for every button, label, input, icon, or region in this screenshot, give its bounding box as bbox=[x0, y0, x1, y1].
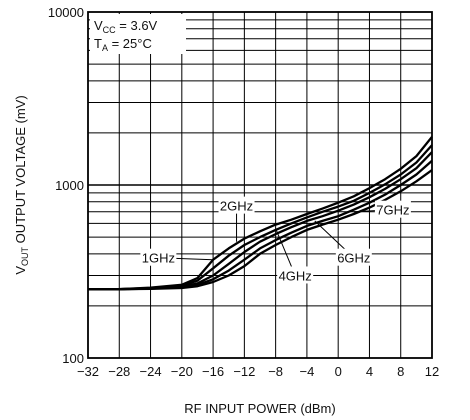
annotation-bg bbox=[335, 248, 372, 266]
x-tick-label: −20 bbox=[171, 364, 193, 379]
annotation-bg bbox=[277, 266, 314, 284]
tick-labels: −32 −28 −24 −20 −16 −12 −8 −4 0 4 8 12 100 1000 10000 bbox=[48, 5, 439, 379]
condition-box: VCC = 3.6V TA = 25°C bbox=[90, 14, 186, 54]
x-tick-label: −8 bbox=[268, 364, 283, 379]
x-tick-label: 4 bbox=[366, 364, 373, 379]
annotation-bg bbox=[140, 248, 177, 266]
annotation-label: 7GHz bbox=[376, 203, 409, 218]
y-axis-label: VOUT OUTPUT VOLTAGE (mV) bbox=[13, 95, 30, 274]
x-axis-label: RF INPUT POWER (dBm) bbox=[184, 401, 335, 416]
annotation-label: 2GHz bbox=[220, 199, 253, 214]
x-tick-label: −28 bbox=[108, 364, 130, 379]
x-tick-label: 0 bbox=[335, 364, 342, 379]
x-tick-label: −4 bbox=[299, 364, 314, 379]
x-tick-label: −24 bbox=[140, 364, 162, 379]
condition-box-bg bbox=[90, 14, 186, 54]
y-tick-label: 1000 bbox=[55, 178, 84, 193]
x-tick-label: 12 bbox=[425, 364, 439, 379]
annotation-bg bbox=[218, 196, 255, 214]
chart-annotations: 1GHz 2GHz 4GHz 6GHz 7GHz bbox=[140, 196, 411, 284]
condition-vcc: VCC = 3.6V bbox=[94, 18, 158, 35]
condition-ta: TA = 25°C bbox=[94, 36, 152, 53]
y-tick-label: 100 bbox=[62, 351, 84, 366]
series-line bbox=[88, 144, 433, 291]
annotation-bg bbox=[374, 200, 411, 218]
x-tick-label: −16 bbox=[202, 364, 224, 379]
x-tick-label: 8 bbox=[397, 364, 404, 379]
annotation-label: 6GHz bbox=[337, 251, 370, 266]
series-line bbox=[88, 159, 433, 291]
x-tick-label: −12 bbox=[233, 364, 255, 379]
annotation-label: 4GHz bbox=[279, 268, 312, 283]
series-line bbox=[88, 151, 433, 291]
y-tick-label: 10000 bbox=[48, 5, 84, 20]
chart-series bbox=[88, 136, 433, 291]
x-tick-label: −32 bbox=[77, 364, 99, 379]
plot-frame bbox=[87, 11, 433, 359]
chart-grid bbox=[87, 12, 433, 358]
annotation-label: 1GHz bbox=[142, 251, 175, 266]
